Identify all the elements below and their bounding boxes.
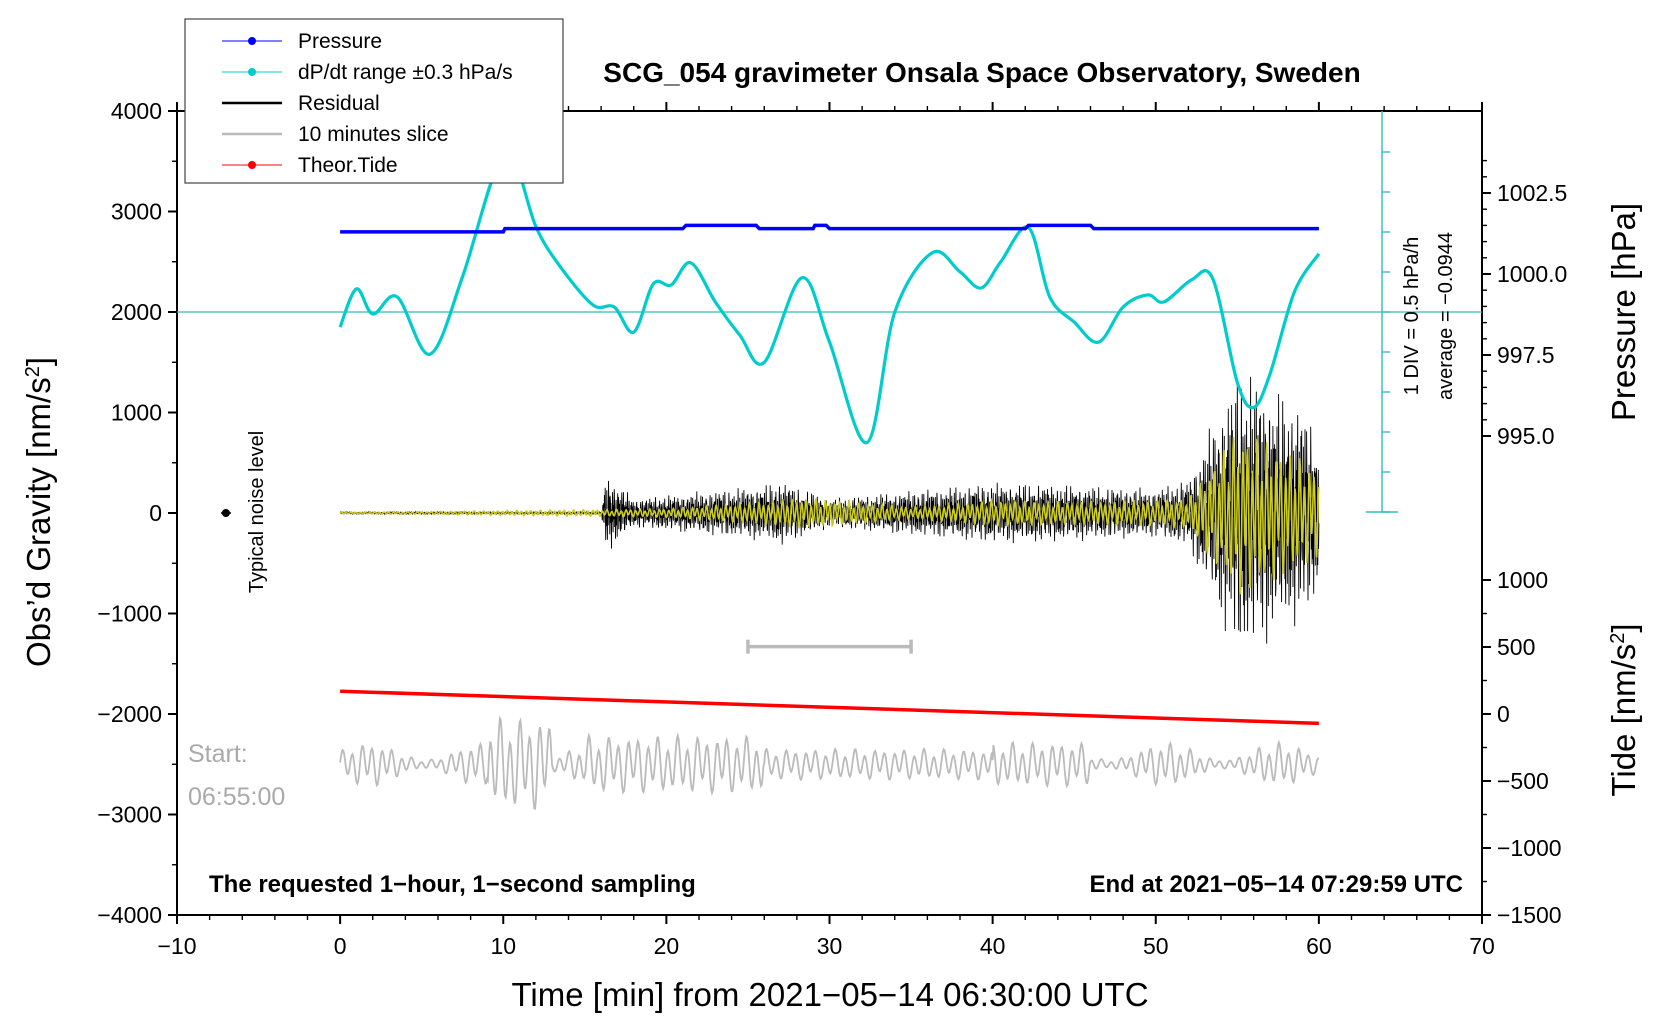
x-tick-label: −10	[157, 933, 196, 959]
tide-axis-label: Tide [nm/s2]	[1605, 623, 1642, 796]
footer-end-time: End at 2021−05−14 07:29:59 UTC	[1089, 871, 1463, 898]
legend-label: Residual	[298, 92, 380, 115]
tide-tick-label: 500	[1497, 634, 1535, 660]
pressure-axis-label: Pressure [hPa]	[1605, 203, 1642, 421]
tide-tick-label: −1500	[1497, 902, 1562, 928]
dpdt-average-label: average = −0.0944	[1435, 232, 1457, 400]
gravity-axis-label-sup: 2	[22, 366, 44, 377]
tide-tick-label: −500	[1497, 768, 1549, 794]
gravity-axis-label: Obs’d Gravity [nm/s2]	[20, 357, 57, 667]
tide-tick-label: 0	[1497, 701, 1510, 727]
slice-line	[339, 715, 1320, 810]
legend-marker	[248, 37, 256, 45]
pressure-tick-label: 1002.5	[1497, 180, 1567, 206]
pressure-line	[340, 223, 1319, 234]
gravity-tick-label: −2000	[97, 701, 162, 727]
start-time-label: 06:55:00	[188, 783, 285, 811]
tide-axis-label-sup: 2	[1607, 633, 1629, 644]
gravity-tick-label: −4000	[97, 902, 162, 928]
tide-axis-label-main: Tide [nm/s	[1605, 644, 1642, 797]
noise-level-label: Typical noise level	[246, 431, 268, 593]
pressure-tick-label: 995.0	[1497, 423, 1555, 449]
gravity-tick-label: 2000	[111, 299, 162, 325]
legend-marker	[248, 68, 256, 76]
x-tick-label: 10	[490, 933, 516, 959]
filtered-residual-line	[339, 437, 1320, 595]
tide-tick-label: 1000	[1497, 567, 1548, 593]
x-tick-label: 30	[817, 933, 843, 959]
dpdt-scale-bar	[1366, 111, 1398, 513]
pressure-axis: 1002.5 1000.0 997.5 995.0	[1482, 159, 1567, 449]
chart-title: SCG_054 gravimeter Onsala Space Observat…	[603, 57, 1360, 88]
x-tick-label: 70	[1469, 933, 1495, 959]
legend: Pressure dP/dt range ±0.3 hPa/s Residual 10…	[184, 18, 564, 184]
gravity-tick-label: −3000	[97, 802, 162, 828]
x-tick-label: 60	[1306, 933, 1332, 959]
legend-label: Pressure	[298, 30, 382, 53]
legend-label: Theor.Tide	[298, 154, 398, 177]
tide-line	[340, 689, 1319, 726]
x-tick-label: 40	[980, 933, 1006, 959]
series-layer	[220, 155, 1321, 810]
legend-marker	[248, 161, 256, 169]
x-axis-label: Time [min] from 2021−05−14 06:30:00 UTC	[511, 976, 1148, 1013]
gravity-tick-label: 4000	[111, 98, 162, 124]
dpdt-line	[338, 155, 1321, 445]
footer-sampling: The requested 1−hour, 1−second sampling	[209, 871, 696, 898]
gravity-tick-label: 3000	[111, 199, 162, 225]
legend-box	[184, 18, 564, 184]
gravity-axis-label-end: ]	[20, 357, 57, 366]
start-label: Start:	[188, 740, 248, 768]
legend-label: 10 minutes slice	[298, 123, 449, 146]
gravity-tick-label: −1000	[97, 601, 162, 627]
pressure-tick-label: 1000.0	[1497, 261, 1567, 287]
tide-tick-label: −1000	[1497, 835, 1562, 861]
legend-label: dP/dt range ±0.3 hPa/s	[298, 61, 513, 84]
dpdt-div-label: 1 DIV = 0.5 hPa/h	[1401, 237, 1423, 395]
tide-axis-label-end: ]	[1605, 623, 1642, 632]
gravity-tick-label: 1000	[111, 400, 162, 426]
gravity-axis: 4000 3000 2000 1000 0 −1000 −2000 −3000 −4000	[97, 98, 177, 928]
pressure-tick-label: 997.5	[1497, 342, 1555, 368]
noise-level-marker	[221, 509, 230, 517]
gravity-axis-label-main: Obs’d Gravity [nm/s	[20, 377, 57, 667]
x-tick-label: 50	[1143, 933, 1169, 959]
x-tick-label: 0	[334, 933, 347, 959]
gravity-tick-label: 0	[149, 500, 162, 526]
tide-axis: 1000 500 0 −500 −1000 −1500	[1482, 567, 1562, 928]
x-tick-label: 20	[654, 933, 680, 959]
